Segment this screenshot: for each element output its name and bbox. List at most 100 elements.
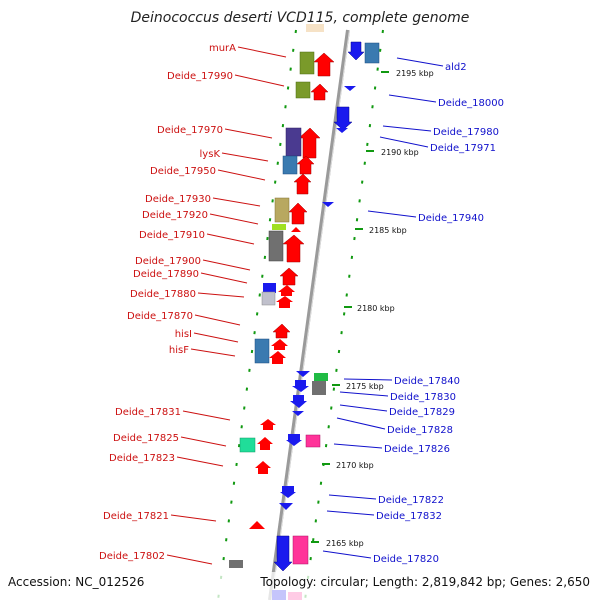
gene-label: Deide_17890 — [133, 269, 199, 280]
gene-label: Deide_17831 — [115, 407, 181, 418]
gene-label: Deide_17828 — [387, 425, 453, 436]
gene-label: ald2 — [445, 62, 467, 73]
gene-arrow — [255, 461, 271, 474]
gene-arrow — [310, 83, 329, 101]
gene-label: Deide_17840 — [394, 376, 460, 387]
footer-bar — [0, 572, 600, 600]
gene-arrow — [322, 202, 334, 207]
gene-arrow — [288, 202, 308, 225]
gene-arrow — [272, 323, 291, 339]
gene-label: Deide_17823 — [109, 453, 175, 464]
genome-title: Deinococcus deserti VCD115, complete gen… — [131, 10, 470, 26]
gene-box — [295, 81, 311, 99]
gene-label: Deide_17971 — [430, 143, 496, 154]
gene-arrow — [278, 285, 295, 296]
gene-arrow — [276, 296, 293, 308]
gene-arrow — [260, 419, 276, 430]
reverse-strand-genes — [272, 41, 380, 600]
gene-label: Deide_18000 — [438, 98, 504, 109]
gene-box — [272, 224, 286, 230]
gene-arrow — [347, 41, 365, 61]
chromosome-backbone — [268, 29, 350, 600]
gene-label: Deide_17980 — [433, 127, 499, 138]
gene-arrow — [282, 234, 305, 263]
kbp-label: 2180 kbp — [357, 304, 395, 313]
gene-arrow — [292, 411, 304, 416]
gene-label: Deide_17830 — [390, 392, 456, 403]
gene-label: Deide_17870 — [127, 311, 193, 322]
forward-strand-genes — [249, 52, 335, 529]
gene-arrow — [249, 521, 265, 529]
gene-label: Deide_17940 — [418, 213, 484, 224]
kbp-label: 2195 kbp — [396, 69, 434, 78]
forward-labels: murA Deide_17990 Deide_17970 lysK Deide_… — [99, 43, 287, 565]
accession-text: Accession: NC_012526 — [8, 575, 144, 589]
gene-box — [305, 434, 321, 448]
gene-label: hisF — [169, 345, 189, 356]
gene-arrow — [336, 128, 348, 133]
gene-arrow — [296, 155, 315, 175]
gene-label: Deide_17802 — [99, 551, 165, 562]
gene-box — [261, 291, 276, 306]
kbp-label: 2165 kbp — [326, 539, 364, 548]
gene-box — [263, 283, 276, 293]
gene-arrow — [298, 127, 321, 159]
gene-box — [312, 381, 326, 395]
topology-text: Topology: circular; Length: 2,819,842 bp… — [259, 575, 590, 589]
gene-label: murA — [209, 43, 236, 54]
gene-arrow — [280, 486, 296, 498]
gene-arrow — [273, 535, 293, 572]
gene-label: Deide_17990 — [167, 71, 233, 82]
gene-box — [285, 127, 302, 157]
gene-label: Deide_17920 — [142, 210, 208, 221]
gene-box — [239, 437, 256, 453]
gene-label: Deide_17930 — [145, 194, 211, 205]
kbp-label: 2170 kbp — [336, 461, 374, 470]
kbp-label: 2185 kbp — [369, 226, 407, 235]
kbp-label: 2190 kbp — [381, 148, 419, 157]
reverse-labels: ald2 Deide_18000 Deide_17980 Deide_17971… — [322, 57, 504, 565]
left-tick-track — [217, 29, 297, 600]
gene-arrow — [286, 434, 302, 446]
gene-arrow — [257, 437, 273, 450]
gene-arrow — [290, 395, 307, 408]
gene-box — [268, 230, 284, 262]
gene-box — [274, 197, 290, 223]
gene-box — [314, 373, 328, 381]
gene-arrow — [296, 371, 310, 377]
gene-arrow — [293, 173, 312, 195]
gene-arrow — [292, 380, 309, 392]
gene-label: Deide_17829 — [389, 407, 455, 418]
gene-label: Deide_17825 — [113, 433, 179, 444]
kbp-scale: 2195 kbp 2190 kbp 2185 kbp 2180 kbp 2175… — [311, 69, 434, 548]
gene-arrow — [344, 86, 356, 91]
gene-arrow — [279, 267, 299, 286]
gene-label: hisI — [175, 329, 192, 340]
gene-label: Deide_17820 — [373, 554, 439, 565]
gene-box — [292, 535, 309, 565]
gene-label: Deide_17970 — [157, 125, 223, 136]
gene-box — [282, 155, 298, 175]
kbp-label: 2175 kbp — [346, 382, 384, 391]
gene-box — [299, 51, 315, 75]
right-tick-track — [304, 29, 384, 600]
top-feature — [306, 24, 324, 32]
gene-arrow — [279, 503, 293, 510]
gene-boxes — [229, 51, 315, 568]
gene-arrow — [291, 227, 301, 232]
gene-label: Deide_17900 — [135, 256, 201, 267]
gene-label: Deide_17832 — [376, 511, 442, 522]
gene-label: Deide_17910 — [139, 230, 205, 241]
gene-label: lysK — [200, 149, 221, 160]
gene-box — [229, 560, 243, 568]
gene-box — [364, 42, 380, 64]
gene-label: Deide_17880 — [130, 289, 196, 300]
gene-label: Deide_17821 — [103, 511, 169, 522]
gene-label: Deide_17826 — [384, 444, 450, 455]
gene-arrow — [333, 106, 353, 131]
gene-arrow — [271, 339, 288, 350]
gene-box — [254, 338, 270, 364]
gene-arrow — [269, 351, 286, 364]
gene-arrow — [313, 52, 335, 77]
